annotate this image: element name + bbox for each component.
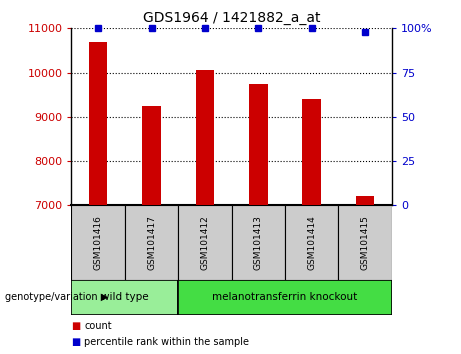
Bar bbox=[125, 205, 178, 280]
Bar bbox=[356, 196, 374, 205]
Bar bbox=[195, 70, 214, 205]
Bar bbox=[142, 106, 161, 205]
Text: GSM101416: GSM101416 bbox=[94, 215, 103, 270]
Bar bbox=[231, 205, 285, 280]
Text: genotype/variation ▶: genotype/variation ▶ bbox=[5, 292, 108, 302]
Text: ■: ■ bbox=[71, 321, 81, 331]
Title: GDS1964 / 1421882_a_at: GDS1964 / 1421882_a_at bbox=[143, 11, 320, 24]
Bar bbox=[249, 84, 268, 205]
Text: ■: ■ bbox=[71, 337, 81, 347]
Text: GSM101412: GSM101412 bbox=[201, 215, 209, 270]
Bar bbox=[71, 205, 125, 280]
Bar bbox=[285, 205, 338, 280]
Text: GSM101415: GSM101415 bbox=[361, 215, 370, 270]
Bar bbox=[178, 205, 231, 280]
Text: count: count bbox=[84, 321, 112, 331]
Text: GSM101413: GSM101413 bbox=[254, 215, 263, 270]
Bar bbox=[71, 280, 178, 315]
Text: GSM101417: GSM101417 bbox=[147, 215, 156, 270]
Text: melanotransferrin knockout: melanotransferrin knockout bbox=[213, 292, 358, 302]
Bar bbox=[89, 42, 107, 205]
Text: GSM101414: GSM101414 bbox=[307, 215, 316, 270]
Text: percentile rank within the sample: percentile rank within the sample bbox=[84, 337, 249, 347]
Bar bbox=[178, 280, 392, 315]
Bar bbox=[302, 99, 321, 205]
Bar bbox=[338, 205, 392, 280]
Text: wild type: wild type bbox=[101, 292, 148, 302]
